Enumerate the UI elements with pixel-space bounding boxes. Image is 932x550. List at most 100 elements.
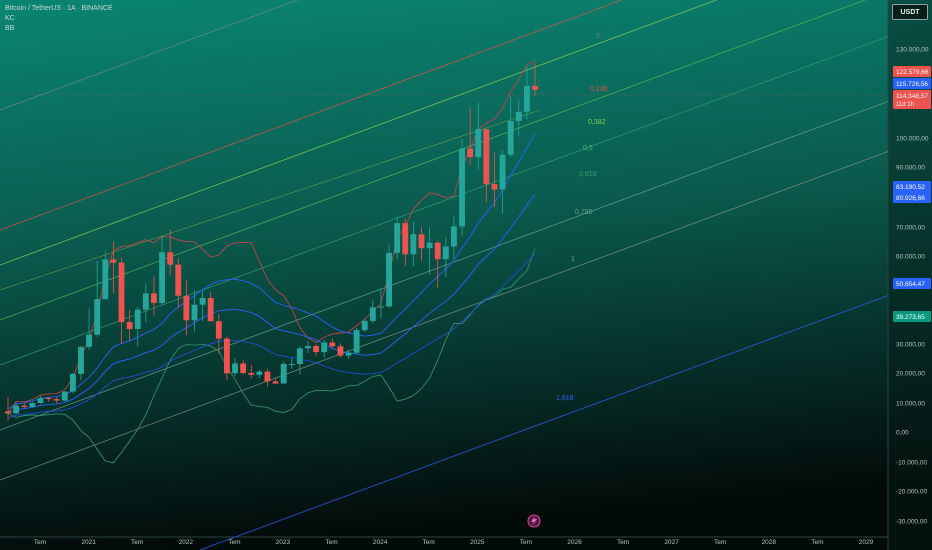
price-tag-1: 115.726,56 (893, 78, 931, 89)
fib-label-2: 0,382 (588, 119, 606, 126)
candle-0[interactable] (5, 397, 11, 421)
x-tick-label-11: 2026 (567, 539, 582, 546)
candle-10[interactable] (86, 308, 92, 350)
candle-35[interactable] (288, 357, 295, 369)
price-tag-3: 83.190,52 (893, 181, 931, 192)
candle-62[interactable] (507, 96, 514, 158)
symbol-title[interactable]: Bitcoin / TetherUS · 1A · BINANCE (5, 5, 113, 12)
candle-55[interactable] (451, 216, 457, 260)
candle-25[interactable] (207, 292, 214, 322)
candle-23[interactable] (191, 290, 198, 332)
candle-63[interactable] (515, 99, 522, 137)
candle-52[interactable] (426, 227, 433, 275)
price-tag-text-1: 115.726,56 (896, 81, 928, 88)
x-tick-label-12: Tem (617, 539, 629, 546)
candle-34[interactable] (280, 361, 287, 384)
candle-42[interactable] (345, 349, 352, 359)
candle-37[interactable] (305, 341, 311, 353)
candle-49[interactable] (402, 218, 409, 267)
candle-56[interactable] (459, 138, 465, 237)
candle-58[interactable] (475, 102, 482, 170)
fib-label-4: 0,618 (579, 171, 597, 178)
candle-22[interactable] (183, 279, 190, 335)
indicator-bb-label[interactable]: BB (5, 25, 15, 32)
candle-48[interactable] (394, 215, 401, 259)
candle-40[interactable] (329, 338, 336, 349)
candle-64[interactable] (523, 66, 530, 119)
candle-57[interactable] (467, 107, 474, 166)
candle-7[interactable] (61, 391, 68, 402)
currency-button[interactable]: USDT (892, 4, 928, 20)
candle-1[interactable] (13, 403, 20, 415)
y-tick-label-13: -20.000,00 (896, 489, 927, 496)
x-tick-label-17: 2029 (859, 539, 874, 546)
candle-28[interactable] (232, 357, 238, 377)
y-tick-label-6: 60.000,00 (896, 254, 925, 261)
x-tick-label-13: 2027 (664, 539, 679, 546)
candle-29[interactable] (240, 359, 247, 375)
candle-26[interactable] (215, 314, 222, 354)
candle-50[interactable] (410, 221, 417, 267)
y-tick-label-12: -10.000,00 (896, 460, 927, 467)
price-tag-text-2: 114.348,57 (896, 93, 928, 100)
x-tick-label-14: Tem (714, 539, 726, 546)
candle-18[interactable] (151, 276, 157, 316)
candle-2[interactable] (21, 403, 28, 409)
candle-3[interactable] (29, 401, 36, 408)
candle-31[interactable] (256, 369, 263, 379)
fib-label-5: 0,786 (575, 209, 593, 216)
fib-channel-aux (0, 109, 541, 291)
candle-19[interactable] (159, 235, 165, 305)
flash-icon[interactable] (527, 514, 541, 528)
candle-59[interactable] (483, 128, 490, 203)
fib-label-0: 0 (596, 33, 600, 40)
indicator-kc-label[interactable]: KC (5, 15, 15, 22)
candle-14[interactable] (118, 257, 125, 344)
fib-line-0 (0, 0, 299, 111)
candle-46[interactable] (378, 288, 384, 319)
candle-61[interactable] (499, 150, 506, 214)
candle-65[interactable] (532, 63, 538, 97)
candle-38[interactable] (313, 344, 320, 357)
candle-17[interactable] (142, 283, 149, 323)
x-tick-label-5: 2023 (276, 539, 291, 546)
candle-13[interactable] (110, 241, 117, 294)
candle-39[interactable] (321, 339, 328, 358)
candle-24[interactable] (199, 290, 206, 322)
y-tick-label-2: 100.000,00 (896, 136, 929, 143)
candle-20[interactable] (167, 229, 174, 276)
candle-33[interactable] (272, 378, 279, 385)
candle-60[interactable] (491, 152, 498, 208)
candle-53[interactable] (434, 241, 441, 288)
candle-9[interactable] (78, 345, 84, 381)
candle-44[interactable] (361, 318, 368, 332)
candle-8[interactable] (69, 373, 76, 394)
candle-30[interactable] (248, 364, 255, 379)
candle-54[interactable] (442, 237, 449, 278)
fib-line-1 (0, 0, 623, 231)
candle-4[interactable] (37, 395, 44, 404)
candle-51[interactable] (418, 227, 425, 261)
candle-47[interactable] (386, 244, 392, 308)
candle-41[interactable] (337, 343, 344, 358)
fib-label-7: 1,618 (556, 395, 574, 402)
candle-21[interactable] (175, 258, 182, 309)
x-tick-label-4: Tem (228, 539, 240, 546)
candle-15[interactable] (126, 310, 133, 341)
candle-32[interactable] (264, 368, 271, 387)
candle-6[interactable] (53, 397, 60, 404)
candle-11[interactable] (94, 260, 101, 338)
candle-43[interactable] (353, 328, 360, 355)
x-tick-label-16: Tem (811, 539, 823, 546)
candle-27[interactable] (223, 336, 230, 381)
candle-36[interactable] (296, 346, 303, 375)
y-tick-label-8: 30.000,00 (896, 342, 925, 349)
candle-12[interactable] (102, 251, 109, 300)
candle-45[interactable] (369, 299, 376, 324)
fib-label-6: 1 (571, 256, 575, 263)
candle-5[interactable] (45, 396, 52, 402)
candle-16[interactable] (134, 307, 141, 347)
